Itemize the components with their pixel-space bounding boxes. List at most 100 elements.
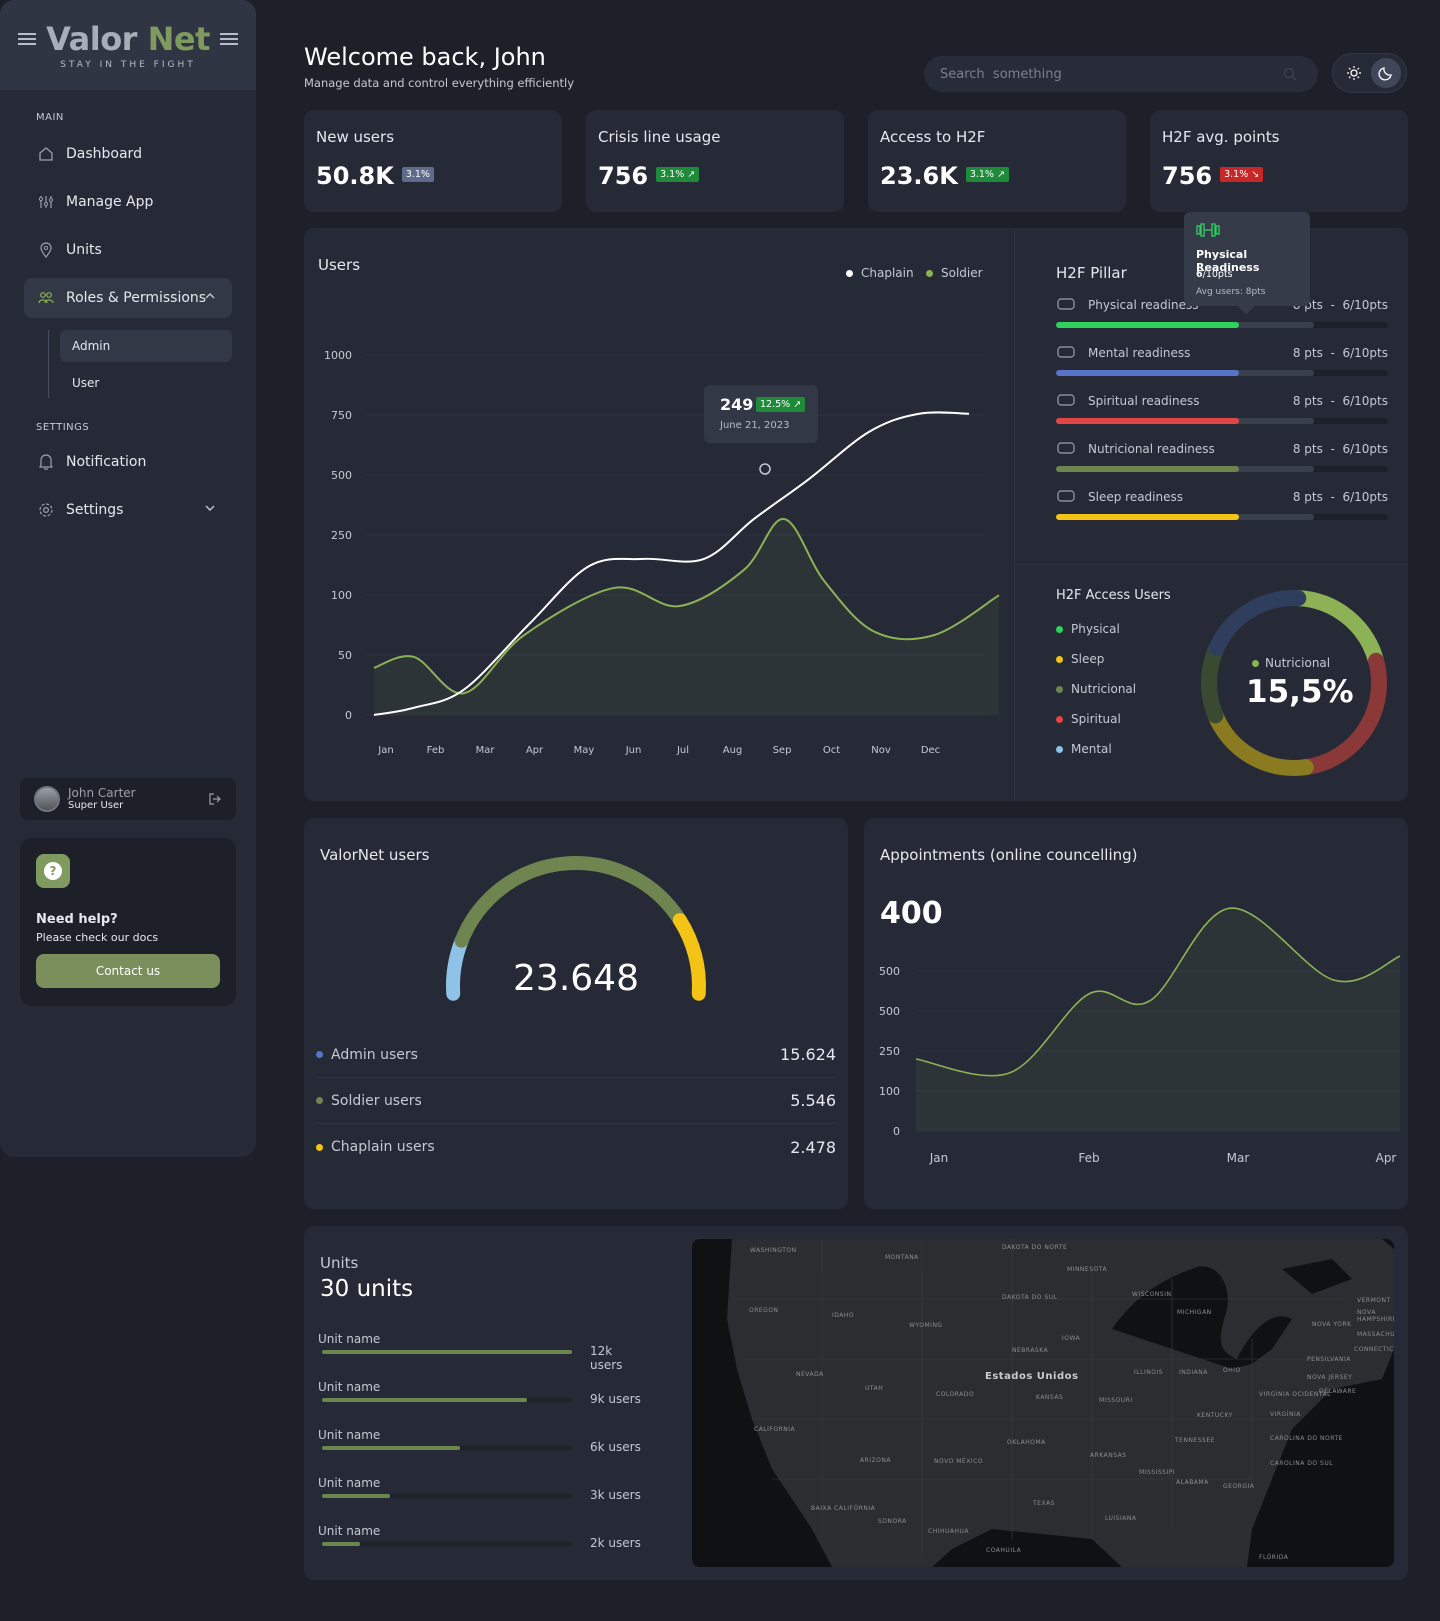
users-line-chart[interactable]: 0 50 100 250 500 750 1000 Jan Feb Mar Apr May Jun Jul…	[304, 228, 1014, 801]
y-tick-label: 250	[879, 1045, 900, 1058]
menu-icon	[219, 33, 238, 45]
pillar-progress-bar	[1056, 514, 1388, 520]
sidebar-item-manage-app[interactable]: Manage App	[24, 182, 232, 222]
y-tick-label: 50	[338, 649, 352, 662]
map-label: BAIXA CALIFÓRNIA	[811, 1505, 876, 1512]
y-tick-label: 500	[331, 469, 352, 482]
chart-hover-point	[759, 463, 771, 475]
map-label: CONNECTICUT	[1354, 1346, 1394, 1353]
donut-label-text: Nutricional	[1265, 656, 1331, 670]
x-tick-label: Oct	[823, 745, 840, 756]
users-panel: Users Chaplain Soldier 0 50 100 250 500 750 10…	[304, 212, 1408, 801]
logout-icon[interactable]	[208, 791, 222, 810]
map-label: ALABAMA	[1176, 1479, 1209, 1486]
us-map[interactable]: WASHINGTON MONTANA DAKOTA DO NORTE MINNESOT…	[692, 1239, 1394, 1567]
map-label: CAROLINA DO NORTE	[1270, 1435, 1343, 1442]
pillar-points: 8 pts - 6/10pts	[1292, 394, 1388, 408]
page-title: Welcome back, John	[304, 43, 546, 71]
map-label: SONORA	[878, 1518, 907, 1525]
search-icon[interactable]	[1283, 66, 1297, 85]
pillar-pts: 8 pts	[1292, 346, 1323, 360]
map-label: OKLAHOMA	[1007, 1439, 1046, 1446]
stat-title: Crisis line usage	[598, 128, 721, 146]
sidebar-item-notification[interactable]: Notification	[24, 442, 232, 482]
nutrition-icon	[1056, 440, 1076, 460]
list-item-value: 15.624	[780, 1045, 836, 1064]
divider	[1014, 564, 1408, 565]
valornet-gauge[interactable]	[304, 818, 848, 1078]
map-label: IOWA	[1062, 1335, 1081, 1342]
sidebar-subitem-user[interactable]: User	[72, 376, 100, 390]
page-subtitle: Manage data and control everything effic…	[304, 76, 575, 90]
donut-center-value: 15,5%	[1246, 674, 1354, 710]
access-donut-chart[interactable]	[1194, 583, 1394, 783]
unit-users: 3k users	[590, 1488, 641, 1502]
y-tick-label: 0	[893, 1125, 900, 1138]
chart-tooltip: 249 12.5% ↗ June 21, 2023	[704, 385, 818, 443]
users-chart: Users Chaplain Soldier 0 50 100 250 500 750 10…	[304, 228, 1014, 801]
unit-name: Unit name	[318, 1476, 381, 1490]
sidebar-item-dashboard[interactable]: Dashboard	[24, 134, 232, 174]
legend-item-soldier: Soldier	[926, 266, 983, 280]
pillar-score: 6/10pts	[1342, 490, 1388, 504]
tooltip-value: 249	[720, 395, 754, 414]
pillar-tooltip: Physical Readiness 6/10pts Avg users: 8p…	[1184, 212, 1310, 315]
brain-icon	[1056, 344, 1076, 364]
stat-title: Access to H2F	[880, 128, 986, 146]
theme-toggle[interactable]	[1332, 53, 1407, 93]
logo[interactable]: Valor Net STAY IN THE FIGHT	[0, 0, 256, 90]
access-legend-spiritual: Spiritual	[1056, 712, 1121, 726]
help-subtitle: Please check our docs	[36, 931, 159, 944]
legend-label: Sleep	[1071, 652, 1105, 666]
gear-icon	[38, 502, 54, 518]
pillar-pts: 8 pts	[1292, 394, 1323, 408]
tooltip-avg: Avg users: 8pts	[1196, 287, 1266, 297]
moon-icon[interactable]	[1371, 58, 1401, 88]
map-label: FLÓRIDA	[1259, 1554, 1289, 1561]
donut-segment-nutricional	[1201, 639, 1225, 724]
map-label: MONTANA	[885, 1254, 919, 1261]
gauge-segment-soldier	[454, 856, 687, 948]
search-input[interactable]	[924, 56, 1318, 92]
sidebar-item-settings[interactable]: Settings	[24, 490, 232, 530]
pillar-points: 8 pts - 6/10pts	[1292, 298, 1388, 312]
y-tick-label: 750	[331, 409, 352, 422]
contact-us-button[interactable]: Contact us	[36, 954, 220, 988]
map-label: VIRGÍNIA	[1270, 1411, 1301, 1418]
dumbbell-icon	[1056, 296, 1076, 316]
x-tick-label: Mar	[1227, 1151, 1250, 1165]
sidebar-item-units[interactable]: Units	[24, 230, 232, 270]
x-tick-label: Jan	[377, 745, 393, 756]
unit-progress-fill	[322, 1350, 572, 1354]
sun-icon[interactable]	[1339, 58, 1369, 88]
home-icon	[38, 146, 54, 162]
pillar-score: 6/10pts	[1342, 442, 1388, 456]
sidebar-item-label: Dashboard	[66, 146, 142, 162]
map-label: OHIO	[1223, 1367, 1241, 1374]
sidebar-subitem-admin[interactable]: Admin	[60, 330, 232, 362]
dumbbell-icon	[1196, 222, 1220, 242]
x-tick-label: Nov	[871, 745, 891, 756]
appointments-line	[915, 907, 1401, 1077]
legend-label: Mental	[1071, 742, 1112, 756]
gauge-segment-chaplain	[672, 913, 706, 1001]
donut-segment-sleep	[1207, 707, 1314, 776]
pillar-progress-bar	[1056, 418, 1388, 424]
help-card: ? Need help? Please check our docs Conta…	[20, 838, 236, 1006]
sidebar-item-label: Notification	[66, 454, 147, 470]
map-label: NOVA JERSEY	[1307, 1374, 1353, 1381]
sidebar-item-roles-permissions[interactable]: Roles & Permissions	[24, 278, 232, 318]
appointments-line-chart[interactable]: 0 100 250 500 500 Jan Feb Mar Apr	[864, 818, 1408, 1209]
user-profile-card[interactable]: John Carter Super User	[20, 778, 236, 820]
pillar-points: 8 pts - 6/10pts	[1292, 490, 1388, 504]
tooltip-value-strong: 6	[1196, 269, 1203, 280]
map-label: COLORADO	[936, 1391, 975, 1398]
valornet-users-panel: ValorNet users 23.648 Admin users 15.624 …	[304, 818, 848, 1209]
tooltip-badge: 12.5% ↗	[756, 397, 806, 412]
soldier-line	[373, 517, 1000, 695]
x-tick-label: May	[574, 745, 595, 756]
map-label: WASHINGTON	[750, 1247, 797, 1254]
pillar-pts: 8 pts	[1292, 442, 1323, 456]
access-legend-mental: Mental	[1056, 742, 1112, 756]
legend-item-chaplain: Chaplain	[846, 266, 914, 280]
